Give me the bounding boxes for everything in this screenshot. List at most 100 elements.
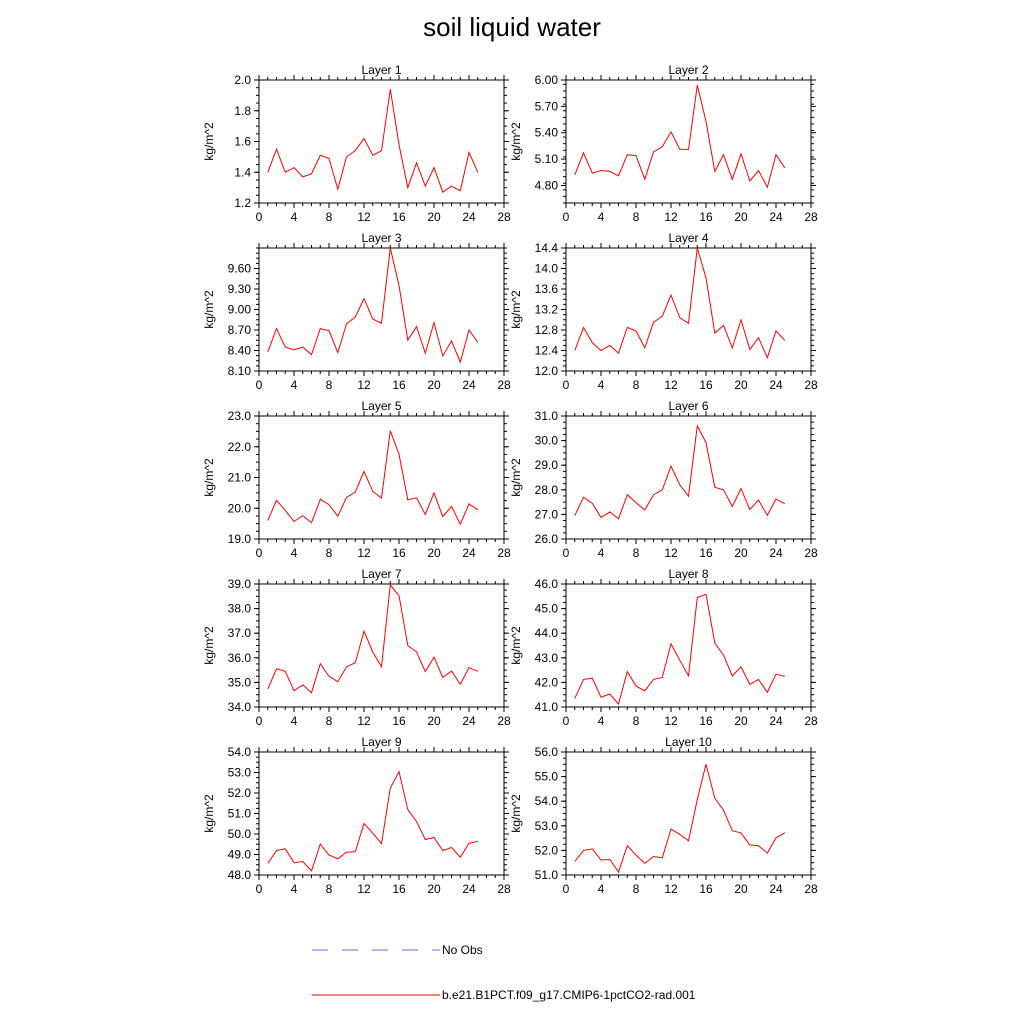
panel-title-5: Layer 5 xyxy=(361,399,401,413)
y-axis-label-8: kg/m^2 xyxy=(509,626,523,665)
y-tick-label-9: 54.0 xyxy=(228,745,252,759)
x-tick-label-10: 24 xyxy=(769,882,783,896)
x-tick-label-9: 20 xyxy=(427,882,441,896)
y-tick-label-4: 12.8 xyxy=(535,323,559,337)
y-axis-label-3: kg/m^2 xyxy=(202,290,216,329)
x-tick-label-4: 0 xyxy=(563,378,570,392)
y-tick-label-10: 56.0 xyxy=(535,745,559,759)
panel-title-8: Layer 8 xyxy=(668,567,708,581)
x-tick-label-2: 8 xyxy=(633,210,640,224)
plot-frame-3 xyxy=(258,247,505,372)
y-tick-label-10: 54.0 xyxy=(535,794,559,808)
x-tick-label-4: 8 xyxy=(633,378,640,392)
x-tick-label-5: 20 xyxy=(427,546,441,560)
series-line-5 xyxy=(267,430,479,526)
y-tick-label-10: 53.0 xyxy=(535,819,559,833)
x-tick-label-8: 20 xyxy=(734,714,748,728)
x-tick-label-5: 8 xyxy=(326,546,333,560)
x-tick-label-5: 4 xyxy=(291,546,298,560)
x-tick-label-8: 8 xyxy=(633,714,640,728)
y-tick-label-2: 5.40 xyxy=(535,126,559,140)
panel-title-9: Layer 9 xyxy=(361,735,401,749)
x-tick-label-9: 16 xyxy=(392,882,406,896)
x-tick-label-1: 12 xyxy=(357,210,371,224)
series-line-3 xyxy=(267,247,479,364)
y-tick-label-3: 8.40 xyxy=(228,344,252,358)
panel-title-2: Layer 2 xyxy=(668,63,708,77)
y-tick-label-6: 27.0 xyxy=(535,507,559,521)
series-line-8 xyxy=(574,593,785,706)
y-tick-label-3: 9.60 xyxy=(228,262,252,276)
plot-frame-1 xyxy=(258,79,505,204)
y-tick-label-9: 50.0 xyxy=(228,827,252,841)
x-tick-label-2: 4 xyxy=(598,210,605,224)
x-tick-label-10: 12 xyxy=(664,882,678,896)
y-tick-label-1: 1.6 xyxy=(234,135,251,149)
y-axis-label-1: kg/m^2 xyxy=(202,122,216,161)
y-tick-label-4: 12.4 xyxy=(535,344,559,358)
x-tick-label-3: 16 xyxy=(392,378,406,392)
x-tick-label-8: 16 xyxy=(699,714,713,728)
x-tick-label-2: 24 xyxy=(769,210,783,224)
panel-title-4: Layer 4 xyxy=(668,231,708,245)
plot-frame-8 xyxy=(565,583,812,708)
y-tick-label-10: 51.0 xyxy=(535,868,559,882)
y-tick-label-8: 41.0 xyxy=(535,700,559,714)
y-tick-label-1: 2.0 xyxy=(234,73,251,87)
x-tick-label-2: 12 xyxy=(664,210,678,224)
y-tick-label-7: 39.0 xyxy=(228,577,252,591)
y-tick-label-2: 6.00 xyxy=(535,73,559,87)
x-tick-label-8: 28 xyxy=(804,714,818,728)
x-tick-label-4: 24 xyxy=(769,378,783,392)
y-axis-label-9: kg/m^2 xyxy=(202,794,216,833)
figure-title: soil liquid water xyxy=(423,12,601,42)
y-tick-label-7: 38.0 xyxy=(228,602,252,616)
y-tick-label-5: 21.0 xyxy=(228,471,252,485)
y-tick-label-8: 43.0 xyxy=(535,651,559,665)
x-tick-label-5: 28 xyxy=(497,546,511,560)
panel-title-6: Layer 6 xyxy=(668,399,708,413)
x-tick-label-7: 24 xyxy=(462,714,476,728)
x-tick-label-4: 16 xyxy=(699,378,713,392)
plot-frame-9 xyxy=(258,751,505,876)
x-tick-label-8: 4 xyxy=(598,714,605,728)
x-tick-label-10: 16 xyxy=(699,882,713,896)
plot-frame-10 xyxy=(565,751,812,876)
y-tick-label-6: 31.0 xyxy=(535,409,559,423)
y-tick-label-8: 44.0 xyxy=(535,626,559,640)
plot-frame-7 xyxy=(258,583,505,708)
plot-frame-2 xyxy=(565,79,812,204)
x-tick-label-6: 12 xyxy=(664,546,678,560)
y-axis-label-6: kg/m^2 xyxy=(509,458,523,497)
x-tick-label-9: 8 xyxy=(326,882,333,896)
y-tick-label-3: 8.10 xyxy=(228,364,252,378)
x-tick-label-4: 28 xyxy=(804,378,818,392)
x-tick-label-2: 20 xyxy=(734,210,748,224)
x-tick-label-2: 28 xyxy=(804,210,818,224)
x-tick-label-7: 8 xyxy=(326,714,333,728)
y-axis-label-5: kg/m^2 xyxy=(202,458,216,497)
y-tick-label-10: 55.0 xyxy=(535,770,559,784)
panel-title-3: Layer 3 xyxy=(361,231,401,245)
panel-title-7: Layer 7 xyxy=(361,567,401,581)
x-tick-label-9: 4 xyxy=(291,882,298,896)
y-tick-label-5: 19.0 xyxy=(228,532,252,546)
y-tick-label-9: 51.0 xyxy=(228,807,252,821)
y-tick-label-1: 1.2 xyxy=(234,196,251,210)
y-tick-label-1: 1.8 xyxy=(234,104,251,118)
plot-frame-6 xyxy=(565,415,812,540)
x-tick-label-8: 0 xyxy=(563,714,570,728)
x-tick-label-3: 8 xyxy=(326,378,333,392)
y-tick-label-9: 48.0 xyxy=(228,868,252,882)
x-tick-label-8: 24 xyxy=(769,714,783,728)
x-tick-label-7: 0 xyxy=(256,714,263,728)
x-tick-label-8: 12 xyxy=(664,714,678,728)
y-tick-label-4: 14.4 xyxy=(535,241,559,255)
x-tick-label-6: 4 xyxy=(598,546,605,560)
x-tick-label-6: 24 xyxy=(769,546,783,560)
y-tick-label-8: 46.0 xyxy=(535,577,559,591)
x-tick-label-3: 4 xyxy=(291,378,298,392)
y-tick-label-7: 35.0 xyxy=(228,675,252,689)
y-tick-label-7: 37.0 xyxy=(228,626,252,640)
